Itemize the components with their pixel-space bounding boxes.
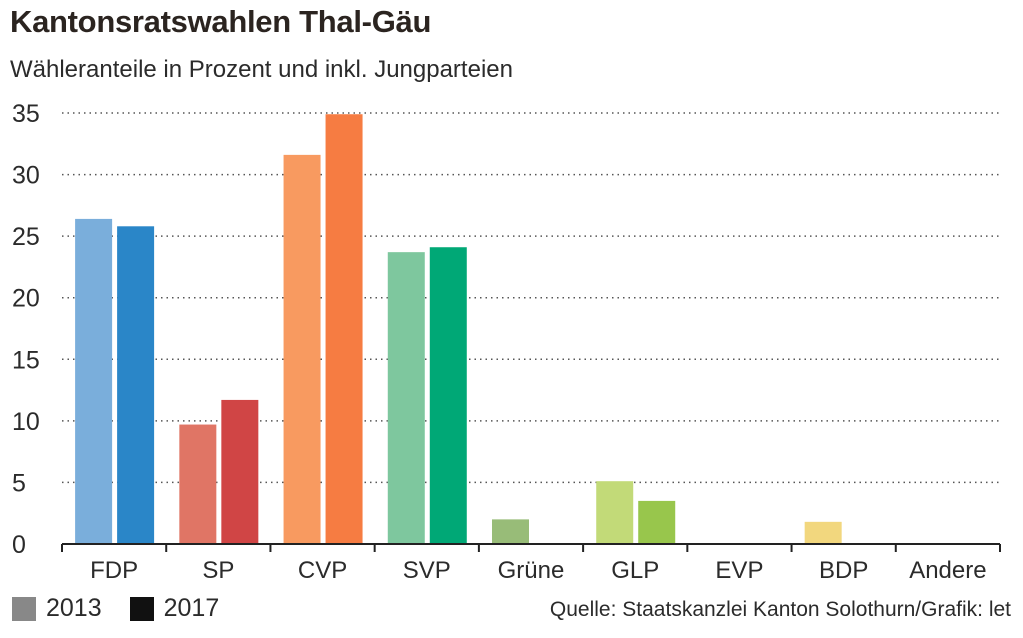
bar-cvp-2013 — [283, 154, 321, 544]
bar-glp-2017 — [638, 500, 676, 544]
bar-svp-2013 — [387, 252, 425, 544]
legend: 2013 2017 — [12, 594, 247, 623]
legend-item-2017: 2017 — [129, 594, 220, 623]
x-tick-label-bdp: BDP — [819, 557, 868, 584]
bar-fdp-2017 — [117, 226, 155, 544]
y-tick-label-10: 10 — [12, 408, 40, 436]
x-tick-label-grüne: Grüne — [498, 557, 565, 584]
x-tick-label-andere: Andere — [909, 557, 986, 584]
y-tick-label-15: 15 — [12, 346, 40, 374]
legend-label-2013: 2013 — [46, 594, 102, 622]
x-tick-label-glp: GLP — [611, 557, 659, 584]
bar-grüne-2013 — [492, 519, 529, 544]
bar-sp-2013 — [179, 424, 217, 544]
bar-sp-2017 — [221, 399, 259, 544]
x-tick-label-evp: EVP — [715, 557, 763, 584]
bar-fdp-2013 — [75, 218, 113, 544]
bar-svp-2017 — [429, 247, 467, 544]
legend-swatch-2017 — [129, 596, 154, 621]
bar-cvp-2017 — [325, 114, 363, 544]
x-tick-label-cvp: CVP — [298, 557, 347, 584]
bar-glp-2013 — [596, 481, 634, 544]
source-note: Quelle: Staatskanzlei Kanton Solothurn/G… — [549, 598, 1011, 621]
y-tick-label-20: 20 — [12, 285, 40, 313]
y-tick-label-30: 30 — [12, 162, 40, 190]
chart-subtitle: Wähleranteile in Prozent und inkl. Jungp… — [10, 56, 513, 83]
y-tick-label-0: 0 — [12, 531, 26, 559]
y-tick-label-35: 35 — [12, 100, 40, 128]
legend-item-2013: 2013 — [12, 594, 102, 623]
x-tick-label-sp: SP — [202, 557, 234, 584]
x-tick-label-svp: SVP — [403, 557, 451, 584]
y-tick-label-5: 5 — [12, 469, 26, 497]
x-tick-label-fdp: FDP — [90, 557, 138, 584]
y-tick-label-25: 25 — [12, 223, 40, 251]
legend-swatch-2013 — [12, 596, 36, 621]
chart-title: Kantonsratswahlen Thal-Gäu — [10, 4, 432, 39]
legend-label-2017: 2017 — [163, 594, 220, 622]
bar-bdp-2013 — [804, 521, 842, 544]
